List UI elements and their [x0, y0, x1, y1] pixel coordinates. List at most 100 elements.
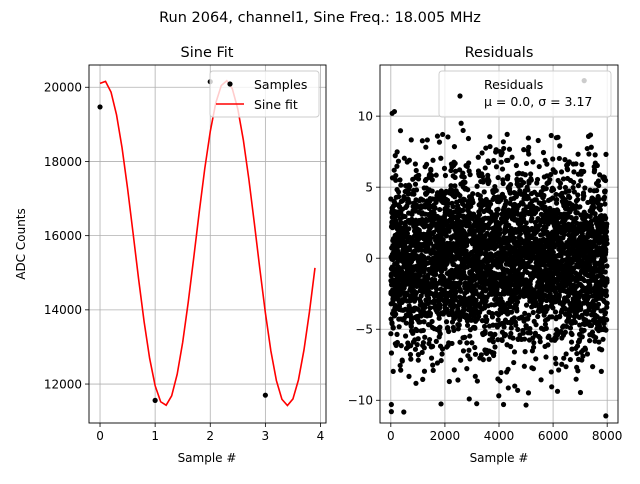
residual-point: [553, 191, 559, 198]
residual-point: [531, 340, 537, 346]
residual-point: [457, 339, 463, 345]
residual-point: [440, 131, 446, 138]
residual-point: [413, 167, 419, 174]
residuals-xlabel: Sample #: [470, 451, 529, 465]
sine-fit-ylabel: ADC Counts: [14, 208, 28, 280]
sine-fit-line: [99, 79, 316, 407]
residual-point: [525, 195, 531, 201]
residual-point: [453, 289, 459, 295]
residual-point: [526, 151, 532, 157]
residual-point: [452, 160, 458, 167]
residual-point: [413, 295, 419, 302]
residual-point: [602, 188, 608, 194]
residual-point: [466, 347, 472, 353]
residual-point: [594, 162, 600, 169]
residual-point: [493, 164, 500, 170]
residual-point: [436, 139, 443, 145]
residual-point: [536, 308, 542, 314]
residual-point: [505, 173, 511, 179]
residual-point: [464, 322, 471, 328]
residual-point: [406, 226, 412, 232]
residual-point: [413, 290, 419, 296]
sine-fit-xlabel: Sample #: [178, 451, 237, 465]
residual-point: [396, 324, 402, 330]
residual-point: [474, 378, 480, 384]
residual-point: [473, 297, 479, 303]
residual-point: [480, 357, 486, 363]
residual-point: [393, 177, 399, 183]
residuals-ytick-label: 10: [358, 109, 373, 123]
residual-point: [468, 317, 474, 323]
residual-point: [563, 351, 569, 357]
residual-point: [510, 335, 516, 341]
residual-point: [486, 225, 492, 231]
residual-point: [521, 147, 527, 153]
residual-point: [603, 293, 610, 299]
residual-point: [395, 158, 402, 164]
sine-fit-title: Sine Fit: [181, 45, 234, 61]
residual-point: [594, 187, 600, 194]
residual-point: [569, 331, 575, 338]
residual-point: [586, 151, 592, 157]
residual-point: [557, 313, 563, 319]
residual-point: [541, 192, 547, 199]
residual-point: [420, 376, 426, 382]
residual-point: [521, 336, 528, 342]
residual-point: [566, 188, 572, 194]
residual-point: [604, 263, 610, 269]
residual-point: [414, 342, 420, 348]
residual-point: [591, 167, 598, 173]
residuals-ytick-label: 0: [365, 252, 373, 266]
residual-point: [502, 332, 509, 338]
residual-point: [521, 212, 527, 218]
residual-point: [603, 288, 609, 294]
residual-point: [466, 396, 472, 402]
residual-point: [412, 161, 418, 167]
residual-point: [420, 340, 427, 346]
residual-point: [517, 231, 524, 237]
residual-point: [419, 138, 425, 144]
residual-point: [438, 357, 444, 364]
residual-point: [578, 306, 584, 312]
residual-point: [557, 143, 563, 149]
residual-point: [479, 150, 485, 156]
residual-point: [552, 169, 558, 175]
residual-point: [429, 188, 435, 194]
residual-point: [544, 297, 550, 304]
residual-point: [566, 159, 572, 165]
residual-point: [495, 206, 501, 212]
residual-point: [394, 149, 400, 155]
residual-point: [446, 328, 452, 335]
residual-point: [548, 171, 554, 178]
sample-point: [97, 104, 103, 110]
residual-point: [403, 320, 409, 326]
residual-point: [494, 243, 500, 249]
residual-point: [604, 304, 610, 310]
residual-point: [437, 331, 443, 337]
sine-fit-ytick-label: 20000: [44, 81, 82, 95]
residual-point: [417, 272, 423, 278]
residual-point: [581, 193, 587, 199]
residual-point: [500, 401, 507, 408]
residual-point: [458, 357, 464, 363]
residual-point: [399, 358, 405, 364]
residual-point: [506, 146, 513, 152]
residual-points: [388, 78, 610, 419]
residual-point: [595, 301, 602, 307]
residual-point: [472, 325, 478, 331]
residual-point: [408, 343, 414, 349]
residual-point: [388, 331, 394, 337]
residual-point: [558, 169, 565, 175]
residual-point: [475, 154, 481, 160]
residual-point: [515, 326, 521, 333]
residual-point: [489, 314, 496, 320]
residual-point: [513, 193, 520, 200]
residual-point: [460, 207, 466, 214]
residual-point: [393, 311, 399, 317]
residual-point: [438, 155, 444, 161]
residual-point: [543, 325, 549, 331]
residual-point: [523, 302, 530, 308]
residual-point: [588, 322, 595, 329]
residual-point: [433, 286, 440, 292]
residual-point: [534, 176, 541, 183]
